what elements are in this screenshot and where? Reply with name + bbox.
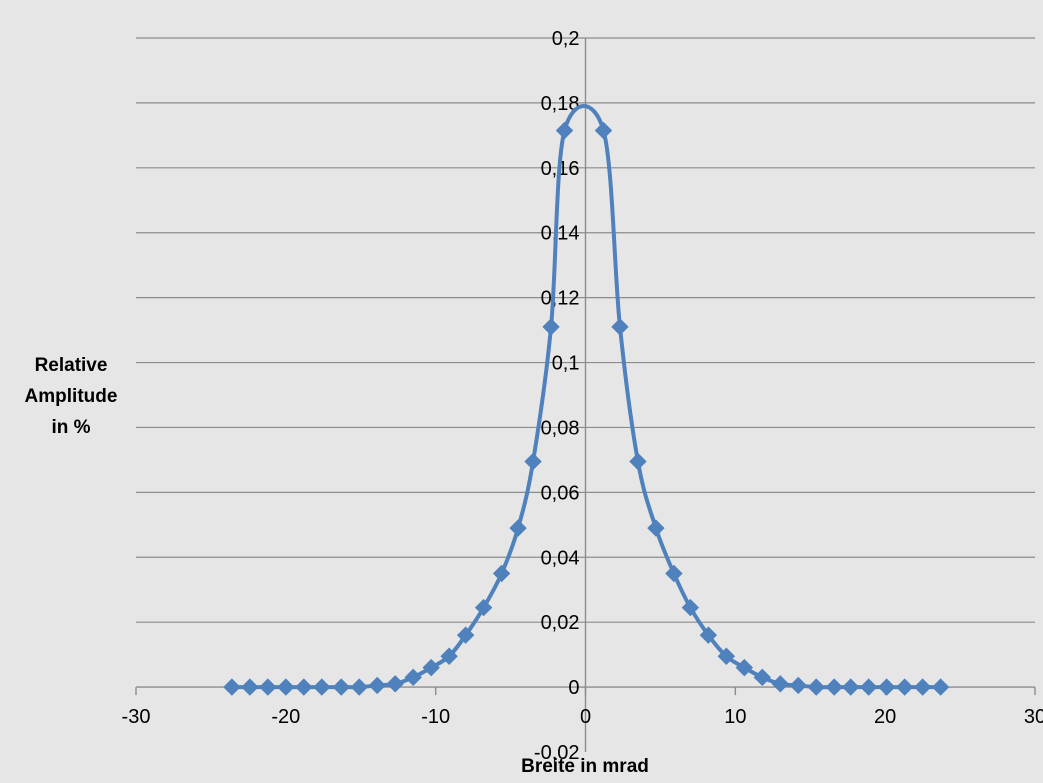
x-tick-label: 30 [1024, 706, 1043, 728]
data-point [295, 678, 313, 696]
y-axis-label-line: Relative [34, 355, 108, 376]
data-point [859, 678, 878, 696]
y-tick-label: 0,02 [541, 612, 580, 634]
x-tick-label: 20 [874, 706, 896, 728]
data-point [931, 678, 950, 696]
data-point [386, 675, 404, 693]
data-point [277, 678, 295, 696]
y-tick-label: 0,04 [541, 547, 580, 569]
data-point [717, 647, 736, 665]
data-point [611, 318, 629, 336]
data-point [699, 626, 718, 644]
y-axis-label-line: Amplitude [24, 386, 118, 407]
axes [135, 38, 1036, 752]
x-tick-label: -20 [271, 706, 300, 728]
data-point [259, 678, 277, 696]
data-point [223, 678, 241, 696]
data-point [313, 678, 331, 696]
x-tick-label: -10 [421, 706, 450, 728]
x-tick-label: 10 [724, 706, 746, 728]
y-tick-label: 0,18 [541, 93, 580, 115]
data-point [825, 678, 843, 696]
y-tick-label: 0,06 [541, 482, 580, 504]
data-point [440, 647, 458, 665]
data-point [509, 519, 527, 537]
data-point [877, 678, 896, 696]
y-axis-label: Relative Amplitude in % [0, 350, 142, 443]
series-line [231, 103, 941, 690]
data-point [681, 598, 700, 617]
data-point [422, 658, 440, 677]
data-point [524, 452, 542, 471]
data-point [841, 678, 860, 696]
y-tick-label: 0,14 [541, 223, 580, 245]
data-point [456, 626, 475, 644]
data-point [753, 668, 772, 687]
data-point [492, 564, 511, 583]
y-tick-label: 0,08 [541, 417, 580, 439]
data-point [542, 318, 560, 336]
y-axis-label-line: in % [51, 417, 91, 438]
data-point [895, 678, 914, 696]
series-layer [223, 103, 950, 696]
data-point [735, 658, 754, 677]
data-point [594, 121, 613, 140]
data-point [647, 519, 665, 537]
data-point [368, 676, 386, 695]
y-tick-label: 0 [568, 677, 579, 699]
x-tick-labels: -30 -20 -10 0 10 20 30 [122, 706, 1043, 728]
y-tick-label: 0,1 [552, 353, 580, 375]
data-point [241, 678, 259, 696]
x-tick-label: 0 [580, 706, 591, 728]
y-tick-labels: -0,0200,020,040,060,080,10,120,140,160,1… [534, 28, 580, 764]
data-point [555, 121, 574, 140]
data-point [807, 678, 825, 696]
data-point [350, 678, 368, 696]
x-axis-label: Breite in mrad [521, 756, 649, 777]
data-point [665, 564, 683, 583]
y-tick-label: -0,02 [534, 742, 580, 764]
data-point [629, 452, 647, 471]
data-point [332, 678, 350, 696]
y-tick-label: 0,2 [552, 28, 580, 50]
data-point [474, 598, 493, 617]
data-point [404, 668, 422, 687]
y-tick-label: 0,12 [541, 288, 580, 310]
data-point [789, 676, 807, 695]
data-point [913, 678, 932, 696]
x-tick-label: -30 [122, 706, 151, 728]
data-point [771, 675, 789, 693]
